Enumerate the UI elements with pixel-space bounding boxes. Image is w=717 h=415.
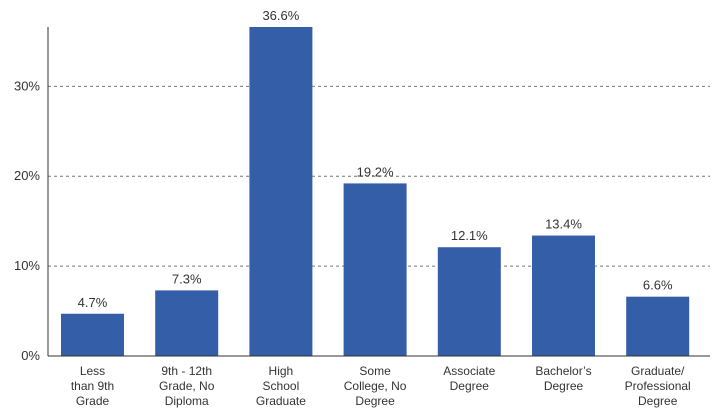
category-label: High School Graduate bbox=[256, 364, 306, 408]
bar bbox=[155, 290, 219, 356]
data-label: 4.7% bbox=[78, 295, 108, 310]
bar bbox=[61, 313, 124, 356]
data-label: 12.1% bbox=[451, 228, 488, 243]
bar bbox=[437, 247, 501, 356]
category-labels: Less than 9th Grade 9th - 12th Grade, No Dipl… bbox=[71, 364, 691, 408]
data-label: 19.2% bbox=[357, 164, 394, 179]
y-axis-ticks: 0% 10% 20% 30% bbox=[14, 78, 40, 363]
y-tick-label: 20% bbox=[14, 168, 40, 183]
y-tick-label: 30% bbox=[14, 78, 40, 93]
category-label: Graduate/Professional Degree bbox=[625, 364, 691, 408]
data-label: 7.3% bbox=[172, 271, 202, 286]
category-label: 9th - 12th Grade, No Diploma bbox=[159, 364, 215, 408]
bar bbox=[343, 183, 407, 356]
y-tick-label: 0% bbox=[21, 348, 40, 363]
data-label: 13.4% bbox=[545, 217, 582, 232]
y-tick-label: 10% bbox=[14, 258, 40, 273]
category-label: Some College, No Degree bbox=[344, 364, 407, 408]
bar bbox=[532, 235, 595, 356]
data-labels: 4.7% 7.3% 36.6% 19.2% 12.1% 13.4% 6.6% bbox=[78, 8, 673, 310]
data-label: 6.6% bbox=[643, 278, 673, 293]
category-label: Bachelor’s Degree bbox=[535, 364, 591, 393]
bars bbox=[61, 27, 690, 356]
bar bbox=[249, 27, 313, 356]
category-label: Associate Degree bbox=[443, 364, 495, 393]
category-label: Less than 9th Grade bbox=[71, 364, 114, 408]
data-label: 36.6% bbox=[262, 8, 299, 23]
bar bbox=[626, 296, 690, 356]
